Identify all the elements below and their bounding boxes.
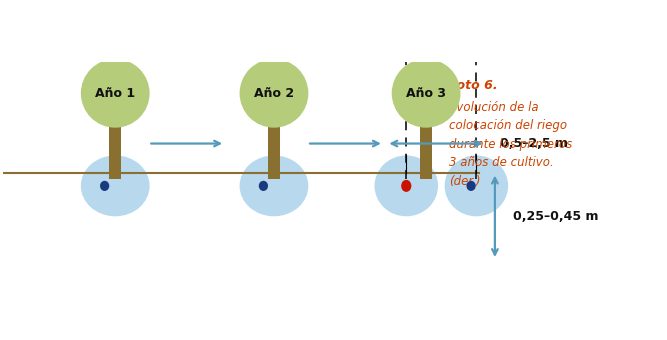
FancyBboxPatch shape	[268, 122, 280, 179]
Text: Evolución de la
colocación del riego
durante los primeros
3 años de cultivo.
(de: Evolución de la colocación del riego dur…	[450, 101, 572, 188]
Ellipse shape	[100, 181, 109, 191]
Ellipse shape	[466, 181, 476, 191]
Ellipse shape	[445, 155, 508, 216]
Ellipse shape	[401, 180, 412, 192]
FancyBboxPatch shape	[420, 122, 432, 179]
Text: Año 2: Año 2	[254, 87, 294, 100]
Ellipse shape	[239, 59, 308, 128]
Text: Año 1: Año 1	[95, 87, 135, 100]
Text: 0,25–0,45 m: 0,25–0,45 m	[514, 210, 599, 223]
Ellipse shape	[239, 155, 308, 216]
Ellipse shape	[392, 59, 460, 128]
FancyBboxPatch shape	[109, 122, 121, 179]
Text: 0,5–2,5 m: 0,5–2,5 m	[500, 137, 568, 150]
Ellipse shape	[81, 155, 149, 216]
Text: Año 3: Año 3	[406, 87, 446, 100]
Ellipse shape	[259, 181, 268, 191]
Ellipse shape	[81, 59, 149, 128]
Ellipse shape	[374, 155, 438, 216]
Text: Foto 6.: Foto 6.	[450, 79, 498, 92]
